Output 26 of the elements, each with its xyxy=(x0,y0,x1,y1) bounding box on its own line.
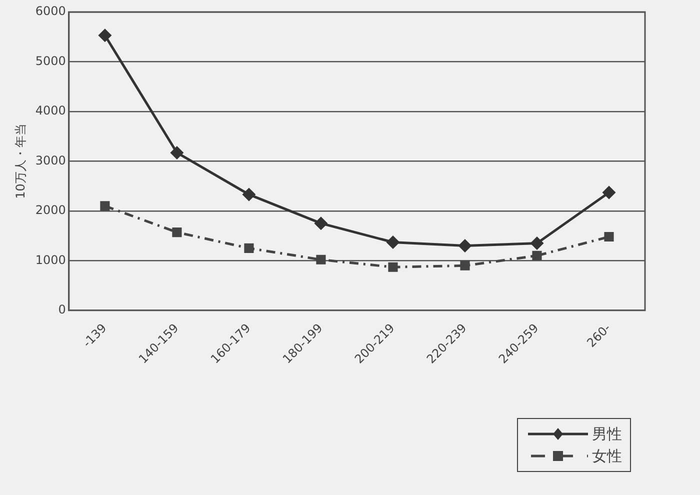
point xyxy=(98,29,112,42)
y-tick-label: 5000 xyxy=(35,54,66,68)
point xyxy=(388,262,398,272)
point xyxy=(316,254,326,264)
point xyxy=(244,243,254,253)
point xyxy=(100,201,110,211)
legend-label: 男性 xyxy=(592,424,622,444)
point xyxy=(458,239,472,252)
y-axis-title: 10万人・年当 xyxy=(13,124,28,199)
point xyxy=(386,236,400,248)
point xyxy=(602,186,616,199)
y-tick-label: 1000 xyxy=(35,252,66,267)
y-tick-label: 4000 xyxy=(35,104,66,118)
point xyxy=(604,232,614,242)
point xyxy=(170,146,184,159)
point xyxy=(530,236,544,250)
y-tick-label: 0 xyxy=(58,302,66,316)
point xyxy=(314,217,328,230)
legend-label: 女性 xyxy=(592,446,622,466)
point xyxy=(460,260,470,270)
y-tick-label: 3000 xyxy=(35,153,66,168)
point xyxy=(172,228,182,238)
point xyxy=(532,250,542,260)
point xyxy=(242,188,256,201)
y-tick-label: 6000 xyxy=(35,4,66,18)
y-tick-label: 2000 xyxy=(35,203,66,218)
